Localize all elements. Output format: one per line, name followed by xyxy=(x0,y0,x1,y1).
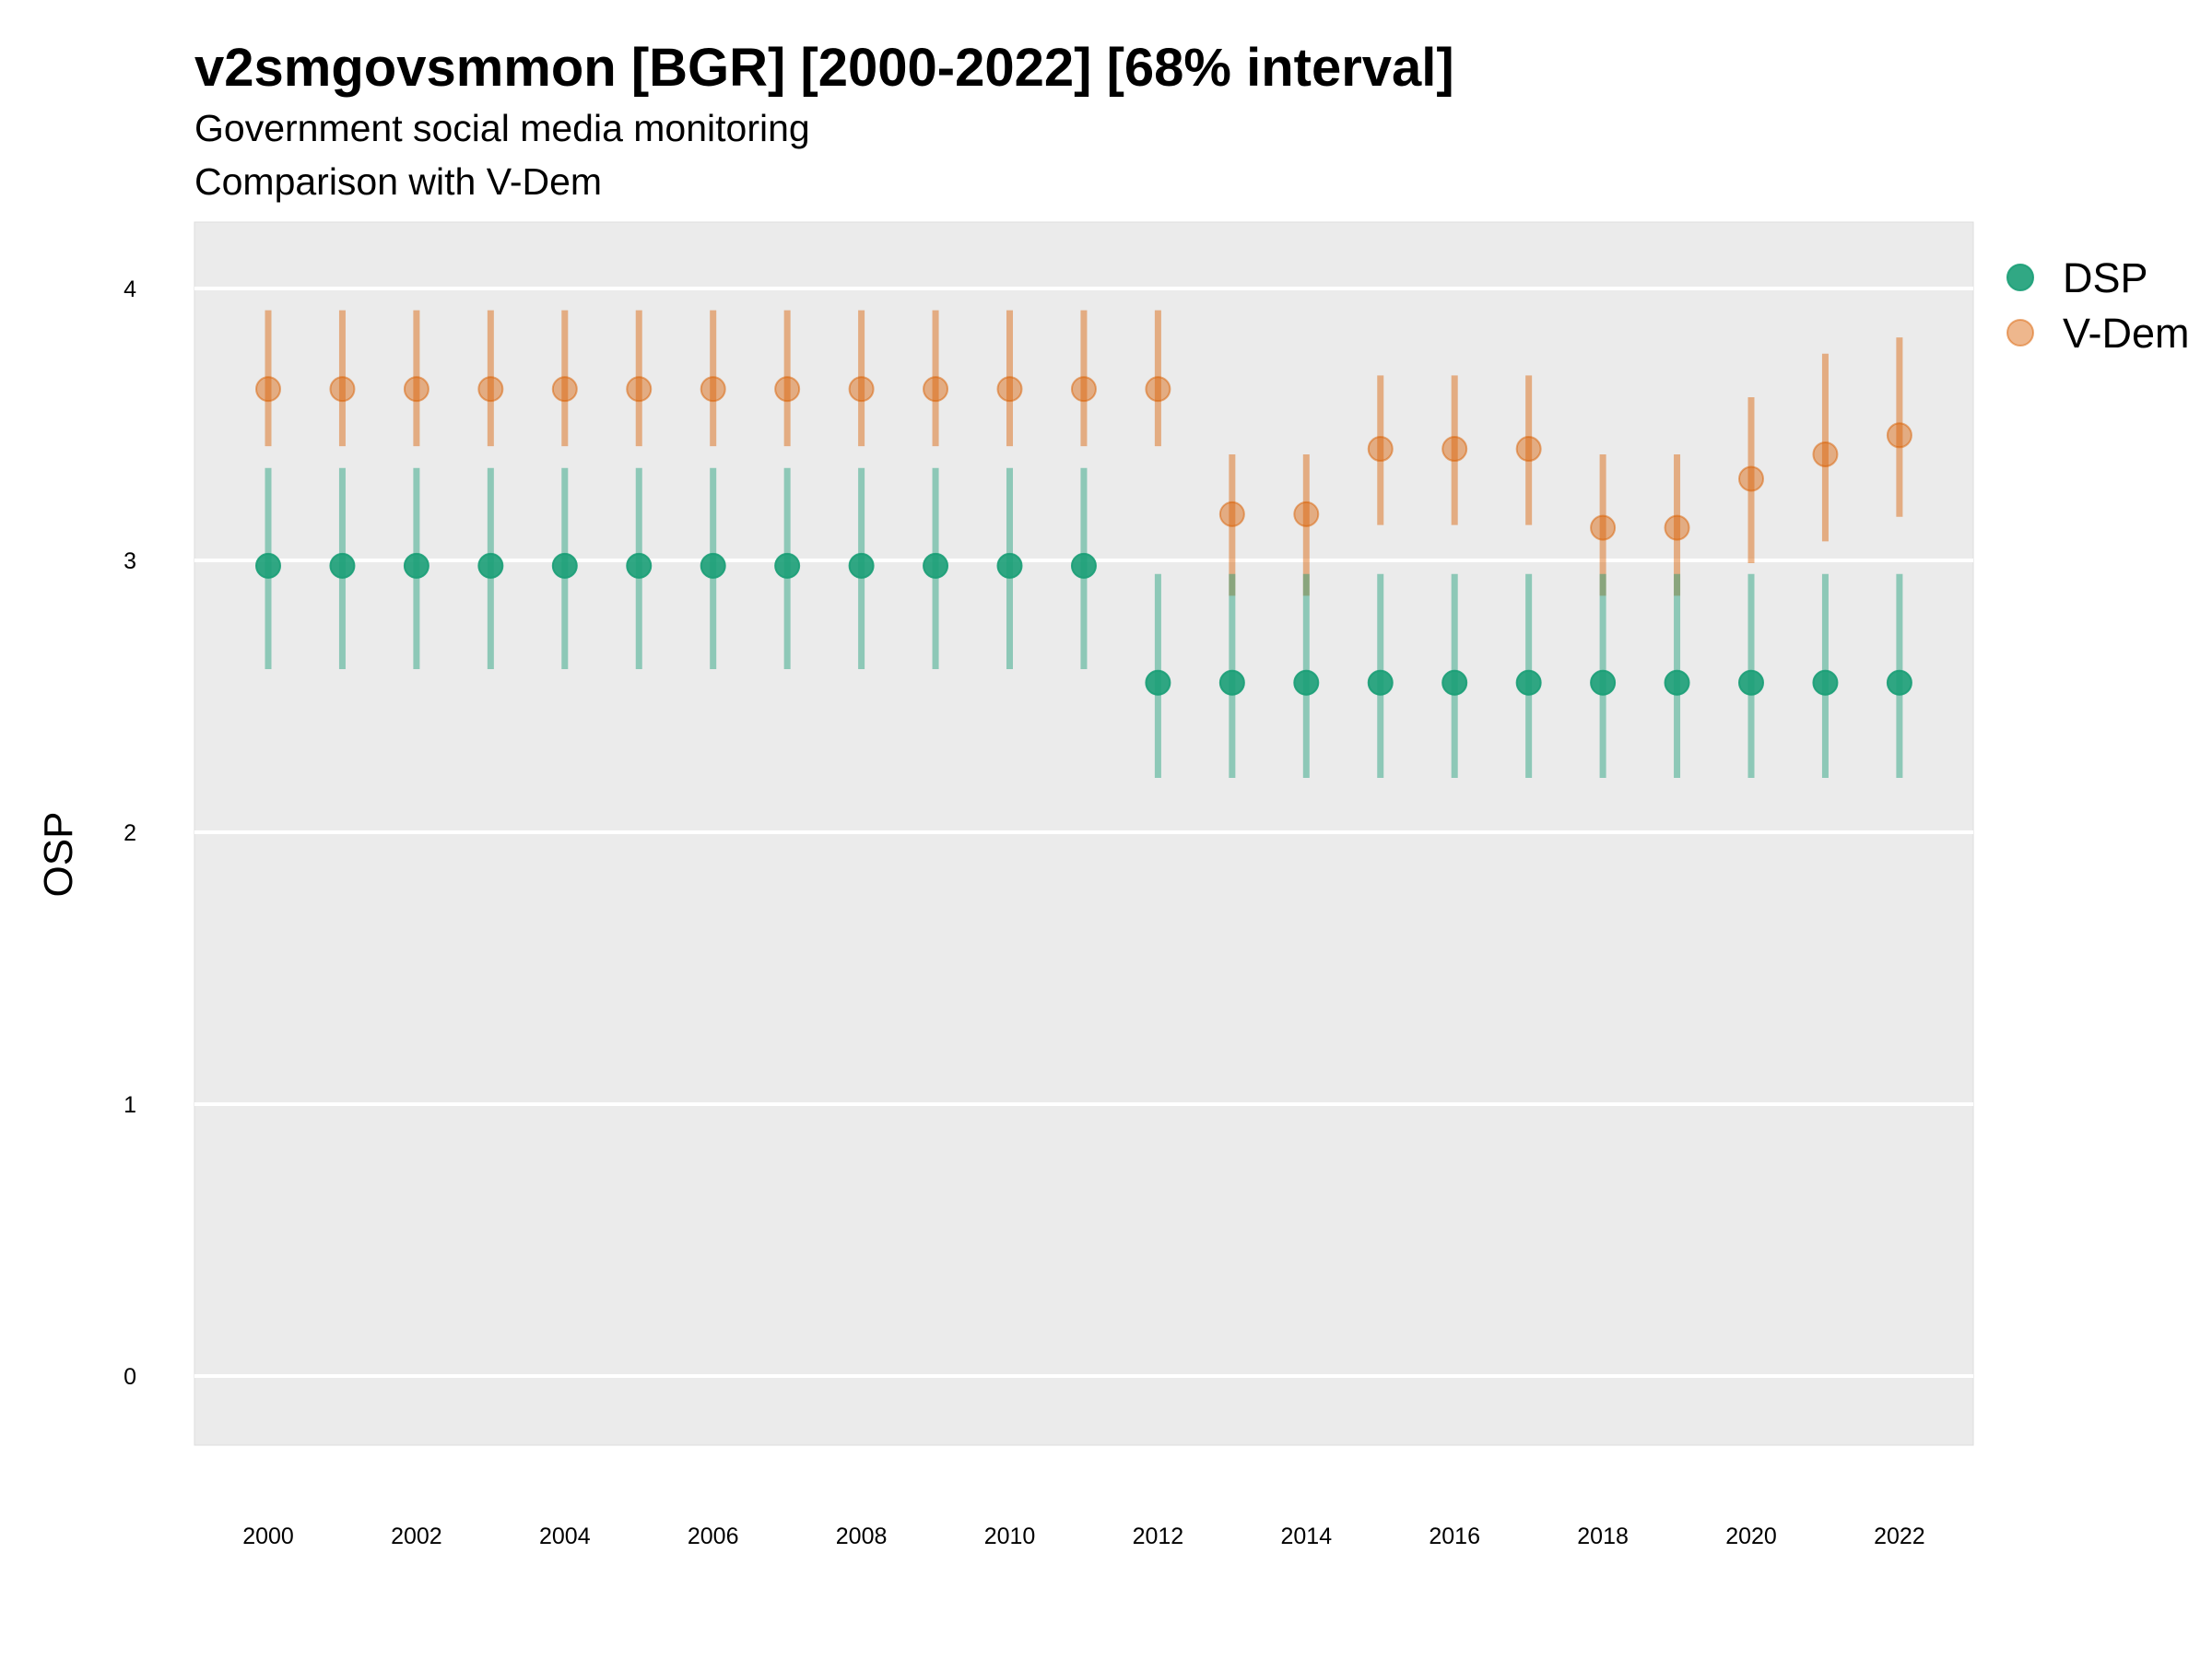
data-point xyxy=(329,552,356,579)
data-point xyxy=(1070,552,1097,579)
data-point xyxy=(403,552,429,579)
chart-subtitle: Government social media monitoring xyxy=(194,107,810,149)
legend-label: V-Dem xyxy=(2063,310,2190,357)
x-tick-label: 2004 xyxy=(539,1524,591,1549)
x-tick-label: 2018 xyxy=(1577,1524,1629,1549)
data-point xyxy=(700,376,726,403)
data-point xyxy=(1293,669,1320,696)
y-tick-label: 1 xyxy=(124,1092,136,1118)
x-tick-label: 2010 xyxy=(984,1524,1036,1549)
x-tick-label: 2020 xyxy=(1725,1524,1777,1549)
data-point xyxy=(1515,436,1542,463)
legend-key xyxy=(2006,264,2034,291)
data-point xyxy=(1367,669,1394,696)
data-point xyxy=(255,552,281,579)
data-point xyxy=(1590,514,1617,541)
data-point xyxy=(1738,669,1764,696)
x-tick-labels: 2000 2002 2004 2006 2008 2010 2012 2014 2016 2018… xyxy=(242,1524,1925,1549)
data-point xyxy=(1812,441,1839,467)
legend-key xyxy=(2006,319,2034,347)
data-point xyxy=(1070,376,1097,403)
data-point xyxy=(848,552,875,579)
x-tick-label: 2008 xyxy=(836,1524,888,1549)
data-point xyxy=(1590,669,1617,696)
y-tick-labels: 0 1 2 3 4 xyxy=(124,276,136,1390)
data-point xyxy=(848,376,875,403)
data-point xyxy=(329,376,356,403)
data-point xyxy=(1441,436,1468,463)
x-tick-label: 2000 xyxy=(242,1524,294,1549)
data-point xyxy=(700,552,726,579)
chart-title: v2smgovsmmon [BGR] [2000-2022] [68% inte… xyxy=(194,38,1454,98)
data-point xyxy=(626,376,653,403)
data-point xyxy=(1738,465,1764,492)
data-point xyxy=(477,552,504,579)
data-point xyxy=(1367,436,1394,463)
y-tick-label: 2 xyxy=(124,820,136,846)
x-tick-label: 2006 xyxy=(688,1524,739,1549)
y-tick-label: 3 xyxy=(124,548,136,574)
legend-label: DSP xyxy=(2063,254,2148,301)
y-axis-title: OSP xyxy=(36,812,81,898)
data-point xyxy=(551,376,578,403)
data-point xyxy=(923,552,949,579)
data-point xyxy=(403,376,429,403)
data-point xyxy=(1145,376,1171,403)
y-tick-label: 0 xyxy=(124,1364,136,1390)
data-point xyxy=(1441,669,1468,696)
data-point xyxy=(1218,669,1245,696)
data-point xyxy=(1145,669,1171,696)
data-point xyxy=(1664,669,1690,696)
data-point xyxy=(1886,669,1912,696)
data-point xyxy=(1218,500,1245,527)
data-point xyxy=(1664,514,1690,541)
data-point xyxy=(923,376,949,403)
x-tick-label: 2016 xyxy=(1429,1524,1480,1549)
chart-caption: Comparison with V-Dem xyxy=(194,160,603,203)
legend: DSP V-Dem xyxy=(2006,254,2190,357)
data-point xyxy=(626,552,653,579)
x-tick-label: 2022 xyxy=(1874,1524,1925,1549)
data-point xyxy=(774,376,801,403)
x-tick-label: 2014 xyxy=(1280,1524,1332,1549)
data-points xyxy=(255,376,1912,696)
x-tick-label: 2002 xyxy=(391,1524,442,1549)
data-point xyxy=(1812,669,1839,696)
data-point xyxy=(551,552,578,579)
data-point xyxy=(996,552,1023,579)
y-tick-label: 4 xyxy=(124,276,136,302)
data-point xyxy=(477,376,504,403)
x-tick-label: 2012 xyxy=(1133,1524,1184,1549)
data-point xyxy=(1515,669,1542,696)
data-point xyxy=(1886,422,1912,449)
data-point xyxy=(255,376,281,403)
data-point xyxy=(1293,500,1320,527)
data-point xyxy=(996,376,1023,403)
data-point xyxy=(774,552,801,579)
